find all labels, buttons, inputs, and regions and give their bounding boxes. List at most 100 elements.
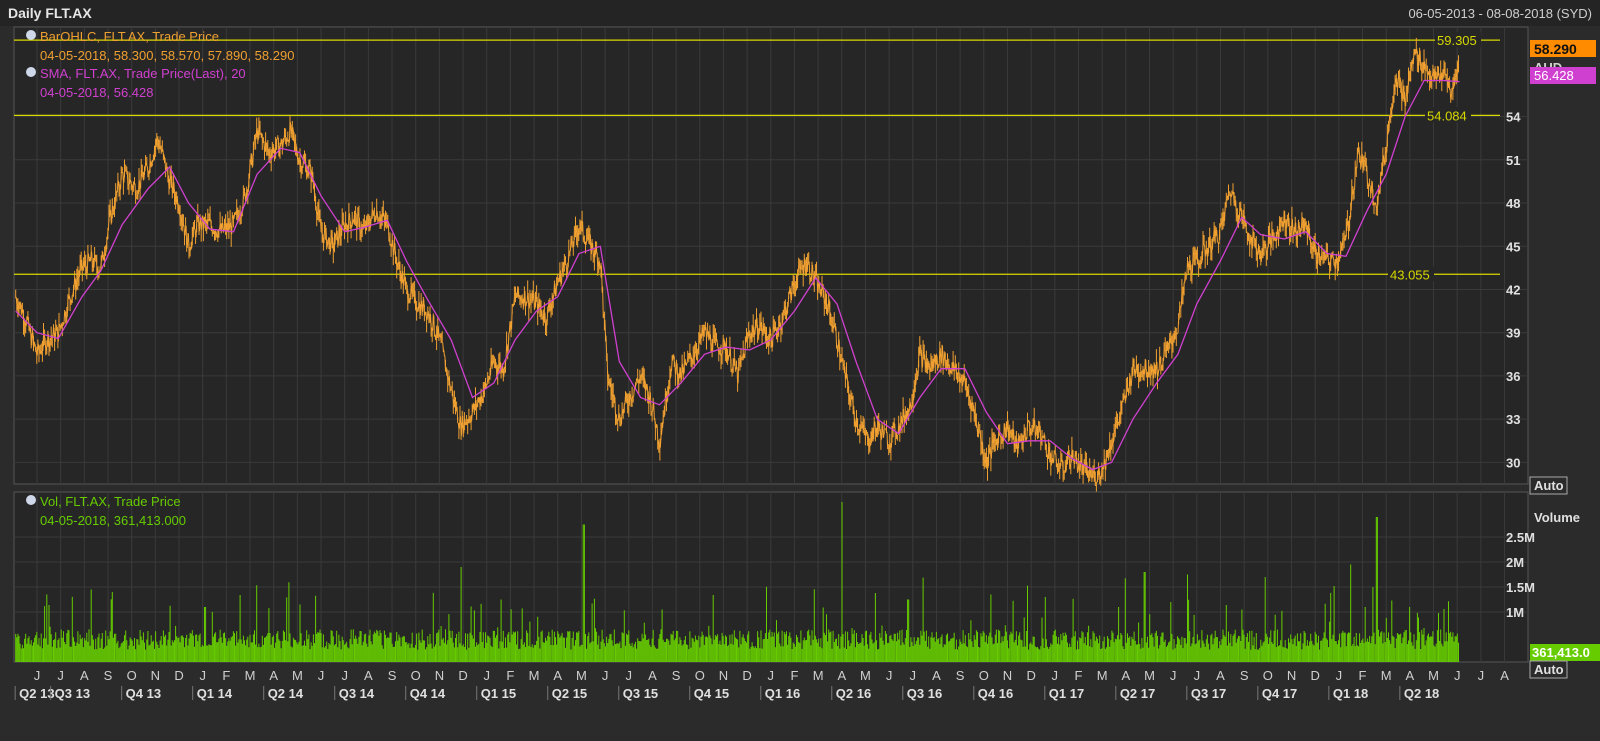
volume-auto-button[interactable]: [1529, 660, 1568, 679]
month-tick-label: S: [672, 668, 681, 683]
month-tick-label: A: [932, 668, 941, 683]
quarter-tick-label: Q1 15: [481, 686, 516, 701]
quarter-tick-label: Q4 13: [126, 686, 161, 701]
quarter-tick-label: Q1 16: [765, 686, 800, 701]
month-tick-label: J: [1478, 668, 1485, 683]
month-tick-label: J: [602, 668, 609, 683]
month-tick-label: S: [1240, 668, 1249, 683]
quarter-tick-label: Q1 18: [1333, 686, 1368, 701]
month-tick-label: S: [104, 668, 113, 683]
month-tick-label: N: [151, 668, 160, 683]
volume-auto-label: Auto: [1534, 662, 1564, 677]
volume-bars[interactable]: [15, 502, 1459, 662]
reference-line-label: 54.084: [1427, 108, 1467, 123]
month-tick-label: A: [1406, 668, 1415, 683]
last-sma-badge: [1530, 67, 1596, 84]
quarter-tick-label: Q1 17: [1049, 686, 1084, 701]
month-tick-label: J: [626, 668, 633, 683]
legend-volume-value: 04-05-2018, 361,413.000: [40, 513, 186, 528]
sma-series[interactable]: [15, 79, 1460, 471]
month-tick-label: J: [1170, 668, 1177, 683]
month-tick-label: J: [910, 668, 917, 683]
month-tick-label: A: [553, 668, 562, 683]
month-tick-label: N: [1287, 668, 1296, 683]
last-price-badge: [1530, 40, 1596, 57]
month-tick-label: M: [1144, 668, 1155, 683]
month-tick-label: M: [1381, 668, 1392, 683]
legend-ohlc[interactable]: BarOHLC, FLT.AX, Trade Price 04-05-2018,…: [26, 29, 294, 63]
legend-toggle-icon[interactable]: [26, 30, 36, 40]
volume-tick-label: 2.5M: [1506, 530, 1535, 545]
month-tick-label: F: [1359, 668, 1367, 683]
right-axis-badges: 58.290 AUD 56.428 Auto Volume 361,413.0 …: [1529, 40, 1600, 679]
month-tick-label: J: [886, 668, 893, 683]
quarter-tick-label: Q2 17: [1120, 686, 1155, 701]
month-tick-label: D: [458, 668, 467, 683]
quarter-tick-label: Q4 15: [694, 686, 729, 701]
price-tick-label: 36: [1506, 369, 1520, 384]
month-tick-label: M: [860, 668, 871, 683]
chart-title: Daily FLT.AX: [8, 5, 92, 21]
price-ohlc-series[interactable]: [15, 37, 1459, 494]
month-tick-label: A: [269, 668, 278, 683]
quarter-tick-label: Q3 14: [339, 686, 375, 701]
price-tick-label: 33: [1506, 412, 1520, 427]
month-tick-label: J: [318, 668, 325, 683]
price-tick-label: 45: [1506, 239, 1520, 254]
legends: BarOHLC, FLT.AX, Trade Price 04-05-2018,…: [26, 29, 294, 528]
month-tick-label: M: [529, 668, 540, 683]
quarter-tick-label: Q3 17: [1191, 686, 1226, 701]
month-tick-label: O: [411, 668, 421, 683]
price-tick-label: 48: [1506, 196, 1520, 211]
month-tick-label: J: [1194, 668, 1201, 683]
reference-line-label: 43.055: [1390, 267, 1430, 282]
price-bars: [15, 37, 1459, 494]
chart-header: Daily FLT.AX 06-05-2013 - 08-08-2018 (SY…: [0, 0, 1600, 26]
date-range[interactable]: 06-05-2013 - 08-08-2018 (SYD): [1408, 6, 1592, 21]
volume-tick-label: 1M: [1506, 605, 1524, 620]
last-volume-badge: [1530, 644, 1600, 661]
month-tick-label: S: [388, 668, 397, 683]
month-tick-label: A: [364, 668, 373, 683]
price-tick-label: 30: [1506, 455, 1520, 470]
quarter-tick-label: Q3 13: [55, 686, 90, 701]
price-tick-label: 39: [1506, 326, 1520, 341]
quarter-tick-label: Q1 14: [197, 686, 233, 701]
price-panel[interactable]: 30 33 36 39 42 45 48 51 54 59.305 54.084 43.055: [13, 26, 1529, 494]
month-tick-label: J: [34, 668, 41, 683]
month-tick-label: S: [956, 668, 965, 683]
quarter-tick-label: Q3 16: [907, 686, 942, 701]
month-tick-label: J: [1454, 668, 1461, 683]
month-tick-label: M: [813, 668, 824, 683]
month-tick-label: D: [174, 668, 183, 683]
legend-ohlc-label: BarOHLC, FLT.AX, Trade Price: [40, 29, 219, 44]
last-sma-text: 56.428: [1534, 68, 1574, 83]
quarter-tick-label: Q4 14: [410, 686, 446, 701]
month-tick-label: F: [1075, 668, 1083, 683]
volume-panel[interactable]: 2.5M 2M 1.5M 1M: [13, 491, 1535, 663]
price-tick-label: 42: [1506, 282, 1520, 297]
last-volume-text: 361,413.0: [1532, 645, 1590, 660]
quarter-tick-label: Q3 15: [623, 686, 658, 701]
reference-label-bg: [1435, 32, 1481, 48]
month-tick-label: J: [57, 668, 64, 683]
legend-ohlc-value: 04-05-2018, 58.300, 58.570, 57.890, 58.2…: [40, 48, 294, 63]
legend-sma[interactable]: SMA, FLT.AX, Trade Price(Last), 20 04-05…: [26, 66, 246, 100]
month-tick-label: D: [1310, 668, 1319, 683]
month-tick-label: N: [435, 668, 444, 683]
month-tick-label: F: [506, 668, 514, 683]
legend-toggle-icon[interactable]: [26, 495, 36, 505]
legend-volume[interactable]: Vol, FLT.AX, Trade Price 04-05-2018, 361…: [26, 494, 186, 528]
month-tick-label: A: [1121, 668, 1130, 683]
price-auto-button[interactable]: [1529, 476, 1568, 495]
month-tick-label: O: [695, 668, 705, 683]
volume-tick-label: 1.5M: [1506, 580, 1535, 595]
legend-volume-label: Vol, FLT.AX, Trade Price: [40, 494, 181, 509]
month-tick-label: M: [245, 668, 256, 683]
legend-toggle-icon[interactable]: [26, 67, 36, 77]
legend-sma-label: SMA, FLT.AX, Trade Price(Last), 20: [40, 66, 246, 81]
quarter-tick-label: Q2 13: [19, 686, 54, 701]
